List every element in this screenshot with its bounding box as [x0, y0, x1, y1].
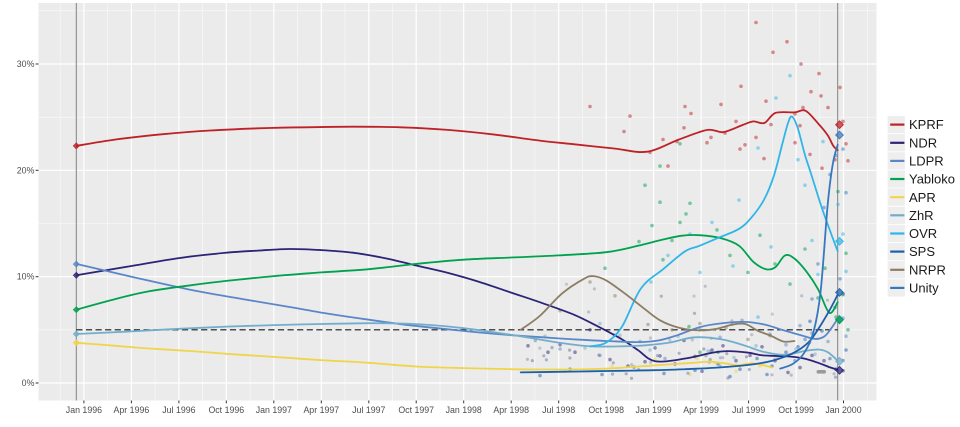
- svg-text:Jan 2000: Jan 2000: [825, 405, 861, 415]
- svg-text:NDR: NDR: [909, 135, 937, 150]
- svg-text:Unity: Unity: [909, 281, 939, 296]
- svg-text:20%: 20%: [17, 165, 35, 175]
- svg-text:LDPR: LDPR: [909, 154, 944, 169]
- svg-text:SPS: SPS: [909, 244, 935, 259]
- svg-text:Apr 1998: Apr 1998: [493, 405, 529, 415]
- svg-text:Oct 1998: Oct 1998: [588, 405, 624, 415]
- svg-text:KPRF: KPRF: [909, 117, 944, 132]
- svg-text:Apr 1996: Apr 1996: [114, 405, 150, 415]
- svg-text:Oct 1996: Oct 1996: [208, 405, 244, 415]
- svg-text:Oct 1999: Oct 1999: [778, 405, 814, 415]
- svg-text:NRPR: NRPR: [909, 262, 946, 277]
- svg-text:30%: 30%: [17, 59, 35, 69]
- svg-text:Yabloko: Yabloko: [909, 172, 955, 187]
- svg-text:0%: 0%: [22, 378, 35, 388]
- svg-text:Apr 1999: Apr 1999: [683, 405, 719, 415]
- svg-text:10%: 10%: [17, 272, 35, 282]
- svg-text:Jan 1999: Jan 1999: [635, 405, 671, 415]
- svg-text:OVR: OVR: [909, 226, 937, 241]
- svg-text:Jan 1997: Jan 1997: [256, 405, 292, 415]
- svg-text:Oct 1997: Oct 1997: [398, 405, 434, 415]
- svg-text:Jul 1999: Jul 1999: [732, 405, 765, 415]
- svg-text:Jan 1998: Jan 1998: [446, 405, 482, 415]
- svg-text:Jul 1996: Jul 1996: [162, 405, 195, 415]
- svg-text:Jul 1998: Jul 1998: [542, 405, 575, 415]
- svg-text:Jan 1996: Jan 1996: [66, 405, 102, 415]
- svg-text:Jul 1997: Jul 1997: [352, 405, 385, 415]
- svg-text:APR: APR: [909, 190, 936, 205]
- svg-text:Apr 1997: Apr 1997: [303, 405, 339, 415]
- svg-text:ZhR: ZhR: [909, 208, 934, 223]
